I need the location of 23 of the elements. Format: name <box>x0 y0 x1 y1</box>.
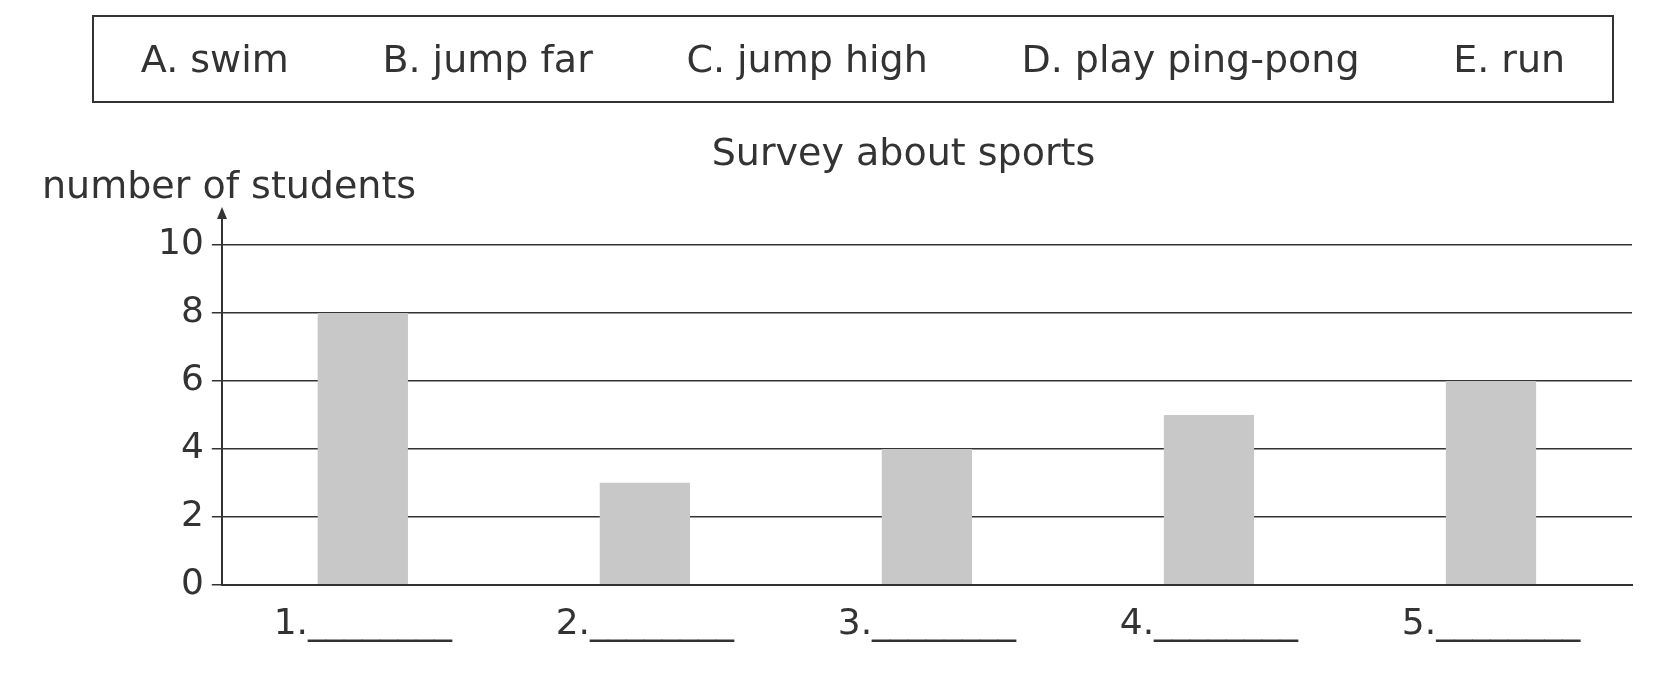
y-tick-label: 10 <box>158 221 204 263</box>
text: D. play ping-pong <box>1021 37 1360 81</box>
bar <box>599 482 690 585</box>
y-tick-label: 8 <box>180 289 204 331</box>
bar <box>317 312 408 585</box>
y-tick-label: 6 <box>180 357 204 399</box>
x-tick-label: 4.________ <box>1119 600 1300 642</box>
x-tick-label: 3.________ <box>837 600 1018 642</box>
x-tick-label: 1.________ <box>273 600 453 642</box>
text: E. run <box>1453 37 1566 81</box>
bar <box>1163 414 1255 585</box>
chart-title: Survey about sports <box>711 130 1096 174</box>
text: B. jump far <box>382 37 593 81</box>
bar <box>1445 380 1537 585</box>
text: C. jump high <box>686 37 928 81</box>
x-tick-label: 2.________ <box>555 600 736 642</box>
y-tick-label: 2 <box>180 493 204 535</box>
text: A. swim <box>140 37 289 81</box>
y-axis-title: number of students <box>42 163 417 207</box>
y-tick-label: 0 <box>180 561 204 603</box>
y-tick-label: 4 <box>180 425 204 467</box>
bar <box>881 448 973 585</box>
x-tick-label: 5.________ <box>1401 600 1582 642</box>
